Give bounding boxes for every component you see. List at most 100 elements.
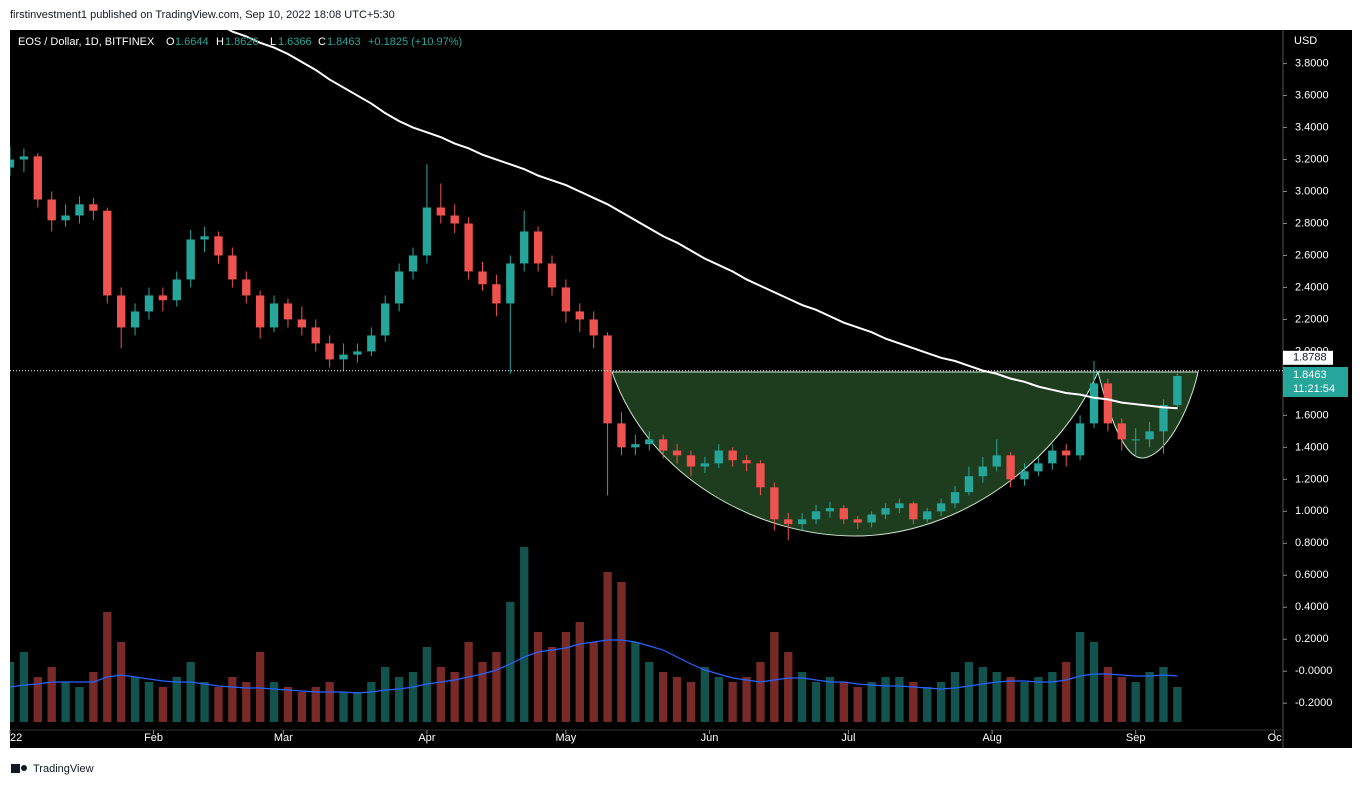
volume-bar xyxy=(603,572,612,722)
volume-bar xyxy=(923,687,932,722)
candle-body xyxy=(992,455,1001,467)
volume-bar xyxy=(700,667,710,722)
candle-body xyxy=(797,519,807,525)
volume-bar xyxy=(367,682,376,722)
candle-body xyxy=(325,343,334,360)
volume-bar xyxy=(1020,682,1029,722)
candle-body xyxy=(978,466,987,477)
volume-bar xyxy=(714,677,723,722)
x-tick-label: Jun xyxy=(701,732,719,744)
y-tick-label: 3.4000 xyxy=(1295,121,1329,133)
candle-body xyxy=(61,215,70,221)
y-tick-label: 2.4000 xyxy=(1295,281,1329,293)
y-tick-label: 3.2000 xyxy=(1295,153,1329,165)
x-tick-label: May xyxy=(556,732,577,744)
volume-bar xyxy=(228,677,237,722)
volume-bar xyxy=(867,682,876,722)
volume-bar xyxy=(547,647,557,722)
high-level-tag xyxy=(1283,350,1333,365)
plot-area xyxy=(10,30,1182,722)
volume-bar xyxy=(172,677,181,722)
y-tick-label: -0.2000 xyxy=(1295,697,1332,709)
volume-bar xyxy=(186,662,195,722)
legend-c-label: C xyxy=(318,36,326,48)
volume-bar xyxy=(242,682,251,722)
y-tick-label: 2.2000 xyxy=(1295,313,1329,325)
volume-bar xyxy=(130,677,140,722)
volume-bar xyxy=(353,692,362,722)
candle-body xyxy=(117,295,126,328)
volume-bar xyxy=(978,667,987,722)
countdown-label: 11:21:54 xyxy=(1293,383,1335,395)
y-tick-label: 3.0000 xyxy=(1295,185,1329,197)
y-tick-label: 3.8000 xyxy=(1295,57,1329,69)
last-price-tag xyxy=(1283,366,1348,397)
volume-bar xyxy=(1034,677,1043,722)
candle-body xyxy=(603,335,612,424)
candle-body xyxy=(520,231,529,264)
volume-bar xyxy=(1103,667,1113,722)
volume-bar xyxy=(381,667,390,722)
candle-body xyxy=(339,354,348,360)
volume-bar xyxy=(1159,667,1168,722)
volume-ma-line xyxy=(10,639,1178,694)
candle-body xyxy=(923,511,932,520)
candle-body xyxy=(172,279,181,301)
volume-bar xyxy=(853,687,862,722)
volume-bar xyxy=(533,632,543,722)
candle-body xyxy=(75,204,84,216)
y-tick-label: 0.8000 xyxy=(1295,537,1329,549)
candle-body xyxy=(881,508,890,515)
candle-body xyxy=(394,271,404,304)
volume-bar xyxy=(672,677,682,722)
high-level-label: 1.8788 xyxy=(1293,352,1327,364)
y-tick-label: 2.8000 xyxy=(1295,217,1329,229)
volume-bar xyxy=(200,682,209,722)
volume-bar xyxy=(492,652,501,722)
volume-bar xyxy=(742,677,751,722)
volume-bar xyxy=(297,692,307,722)
volume-bar xyxy=(1089,642,1099,722)
volume-bar xyxy=(645,662,654,722)
volume-bar xyxy=(1131,682,1140,722)
y-tick-label: 1.2000 xyxy=(1295,473,1329,485)
candle-body xyxy=(589,319,598,336)
volume-bar xyxy=(255,652,265,722)
candle-body xyxy=(367,335,376,352)
candle-body xyxy=(964,476,974,493)
candle-body xyxy=(714,450,723,464)
volume-bar xyxy=(950,672,960,722)
volume-bar xyxy=(797,672,807,722)
legend-h-label: H xyxy=(216,36,224,48)
volume-bar xyxy=(408,672,418,722)
volume-bar xyxy=(478,662,487,722)
candle-body xyxy=(1117,423,1126,440)
candle-body xyxy=(575,311,584,320)
legend-o-label: O xyxy=(166,36,175,48)
volume-bar xyxy=(811,682,821,722)
publisher-line: firstinvestment1 published on TradingVie… xyxy=(10,9,395,21)
volume-bar xyxy=(144,682,154,722)
candle-body xyxy=(422,207,432,256)
x-tick-label: Oc xyxy=(1268,732,1283,744)
volume-bar xyxy=(10,662,15,722)
volume-bar xyxy=(75,687,84,722)
volume-bar xyxy=(33,677,42,722)
volume-bar xyxy=(617,582,626,722)
volume-bar xyxy=(561,632,571,722)
volume-bar xyxy=(686,682,696,722)
volume-bar xyxy=(450,672,459,722)
candle-body xyxy=(1131,439,1140,441)
candle-body xyxy=(144,295,154,312)
candle-body xyxy=(700,463,710,467)
candle-body xyxy=(784,519,793,525)
volume-bar xyxy=(269,682,279,722)
volume-bar xyxy=(1048,672,1057,722)
candle-body xyxy=(1089,383,1099,424)
x-tick-label: 22 xyxy=(10,732,22,744)
candle-body xyxy=(255,295,265,328)
candle-body xyxy=(1062,450,1071,456)
volume-bar xyxy=(1145,672,1154,722)
candle-body xyxy=(464,223,473,272)
candle-body xyxy=(103,210,112,296)
